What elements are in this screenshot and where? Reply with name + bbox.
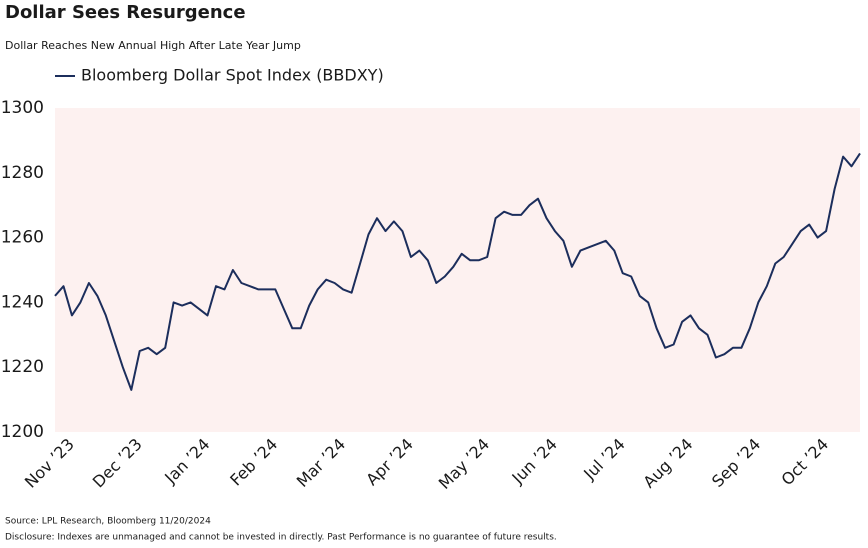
x-tick-label: Dec ’23 (89, 435, 146, 492)
disclosure-note: Disclosure: Indexes are unmanaged and ca… (5, 533, 557, 543)
source-note: Source: LPL Research, Bloomberg 11/20/20… (5, 517, 211, 527)
x-tick-label: Apr ’24 (362, 435, 417, 490)
y-tick-label: 1300 (1, 98, 44, 118)
chart-subtitle: Dollar Reaches New Annual High After Lat… (5, 39, 301, 52)
y-tick-label: 1220 (1, 357, 44, 377)
legend-label: Bloomberg Dollar Spot Index (BBDXY) (81, 66, 384, 85)
x-tick-label: Sep ’24 (708, 435, 764, 491)
x-tick-label: May ’24 (435, 435, 493, 493)
x-tick-label: Feb ’24 (226, 435, 281, 490)
y-tick-label: 1200 (1, 422, 44, 442)
y-tick-label: 1260 (1, 228, 44, 248)
x-tick-label: Jul ’24 (579, 435, 628, 484)
x-tick-label: Mar ’24 (293, 435, 349, 491)
x-tick-label: Nov ’23 (21, 435, 78, 492)
x-tick-label: Oct ’24 (778, 435, 833, 490)
data-line (54, 152, 861, 391)
chart-title: Dollar Sees Resurgence (5, 2, 246, 23)
x-tick-label: Aug ’24 (639, 435, 696, 492)
x-tick-label: Jun ’24 (508, 435, 561, 488)
plot-area (55, 108, 860, 432)
x-tick-label: Jan ’24 (160, 435, 213, 488)
y-tick-label: 1280 (1, 163, 44, 183)
y-tick-label: 1240 (1, 292, 44, 312)
